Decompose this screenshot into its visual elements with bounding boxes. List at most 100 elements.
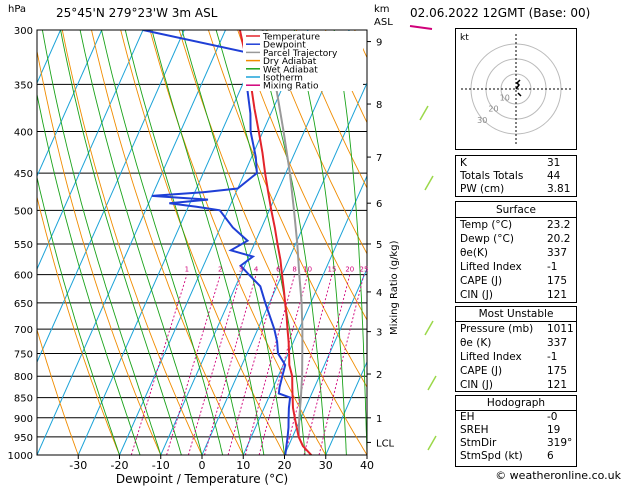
isotherm-line (284, 267, 367, 455)
indices-panel: K 31 Totals Totals 44 PW (cm) 3.81 (455, 155, 577, 197)
wet-adiabat-line (79, 30, 203, 455)
wet-adiabat-line (293, 30, 347, 455)
legend-entry: Isotherm (263, 74, 303, 84)
mixing-ratio-line (303, 274, 351, 455)
surface-row: CIN (J) 121 (460, 289, 568, 301)
surface-row: Dewp (°C) 20.2 (460, 233, 571, 245)
copyright-footer: © weatheronline.co.uk (495, 469, 621, 482)
hodograph-ring-label: 20 (488, 105, 498, 114)
km-axis-label: km (374, 4, 390, 15)
dry-adiabat-line (266, 30, 367, 255)
dewpoint-line (142, 30, 292, 455)
km-tick-label: 9 (376, 38, 382, 49)
isotherm-line (77, 30, 268, 455)
mixing-ratio-label: 4 (254, 266, 259, 274)
mixing-ratio-label: 15 (328, 266, 337, 274)
surface-title: Surface (495, 204, 536, 216)
mixing-ratio-line (258, 274, 309, 455)
wet-adiabat-line (101, 30, 224, 455)
mixing-ratio-label: 2 (218, 266, 222, 274)
pressure-tick-label: 1000 (8, 451, 33, 462)
surface-row: Temp (°C) 23.2 (460, 219, 571, 231)
wind-barb (424, 320, 434, 336)
index-row-pw: PW (cm) 3.81 (460, 183, 571, 195)
parcel-trajectory-line (261, 30, 304, 437)
asl-axis-label: ASL (374, 17, 393, 28)
pressure-tick-label: 350 (14, 80, 33, 91)
x-axis-label: Dewpoint / Temperature (°C) (116, 472, 288, 486)
mu-row: θe (K) 337 (460, 337, 568, 349)
hodograph-panel: kt 10 20 30 (455, 28, 577, 150)
dry-adiabat-line (618, 30, 629, 455)
mu-row: Pressure (mb) 1011 (460, 323, 574, 335)
x-tick-label: 10 (236, 459, 250, 472)
wind-barb (409, 25, 433, 30)
mixing-ratio-axis-label: Mixing Ratio (g/kg) (389, 240, 400, 335)
pressure-tick-label: 700 (14, 325, 33, 336)
x-tick-label: 30 (319, 459, 333, 472)
km-tick-label: 4 (376, 288, 382, 299)
mixing-ratio-label: 6 (276, 266, 281, 274)
plot-frame (36, 29, 368, 456)
hodo-row: EH -0 (460, 411, 558, 423)
legend-entry: Wet Adiabat (263, 65, 318, 75)
mixing-ratio-label: 8 (292, 266, 296, 274)
pressure-tick-label: 900 (14, 414, 33, 425)
hodograph-unit-label: kt (460, 33, 469, 43)
dry-adiabat-line (589, 30, 629, 455)
date-title: 02.06.2022 12GMT (Base: 00) (410, 6, 591, 20)
pressure-tick-label: 850 (14, 394, 33, 405)
isotherm-line (37, 30, 103, 178)
mixing-ratio-line (166, 274, 221, 455)
isotherm-line (325, 360, 367, 455)
hodograph-trace (515, 79, 521, 90)
x-tick-label: 0 (199, 459, 206, 472)
km-tick-label: 6 (376, 199, 382, 210)
mu-row: CAPE (J) 175 (460, 365, 568, 377)
dry-adiabat-line (61, 30, 203, 455)
wet-adiabat-line (60, 30, 182, 455)
km-tick-label: 1 (376, 414, 382, 425)
hodograph-params-title: Hodograph (486, 397, 546, 409)
mixing-ratio-line (187, 274, 242, 455)
location-title: 25°45'N 279°23'W 3m ASL (56, 6, 218, 20)
wind-barb (424, 175, 434, 191)
x-tick-label: -30 (69, 459, 87, 472)
isotherm-line (37, 30, 226, 455)
wet-adiabat-line (333, 30, 367, 455)
mixing-ratio-label: 1 (185, 266, 189, 274)
wind-barb (419, 105, 429, 121)
isotherm-line (37, 30, 185, 364)
wet-adiabat-line (41, 30, 162, 455)
pressure-tick-label: 950 (14, 433, 33, 444)
pressure-tick-label: 400 (14, 128, 33, 139)
wind-barb (427, 435, 437, 451)
legend-entry: Dewpoint (263, 41, 306, 51)
mixing-ratio-label: 3 (239, 266, 243, 274)
x-tick-label: -20 (111, 459, 129, 472)
index-row-totals: Totals Totals 44 (460, 170, 561, 182)
pressure-tick-label: 450 (14, 169, 33, 180)
dry-adiabat-line (237, 30, 367, 321)
mu-row: CIN (J) 121 (460, 379, 568, 391)
isotherm-line (119, 30, 309, 455)
wet-adiabat-line (37, 92, 141, 455)
hodograph-params-panel: Hodograph EH -0 SREH 19 StmDir 319° StmSpd … (455, 395, 577, 467)
most-unstable-title: Most Unstable (478, 308, 554, 320)
dry-adiabat-line (91, 30, 244, 455)
mixing-ratio-label: 25 (359, 266, 368, 274)
surface-row: CAPE (J) 175 (460, 275, 568, 287)
dry-adiabat-line (37, 48, 162, 455)
isotherm-line (160, 30, 350, 455)
pressure-tick-label: 750 (14, 349, 33, 360)
mixing-ratio-line (244, 274, 296, 455)
surface-panel: Surface Temp (°C) 23.2 Dewp (°C) 20.2 θe(K… (455, 201, 577, 303)
legend-entry: Dry Adiabat (263, 57, 317, 67)
km-tick-label: 3 (376, 328, 382, 339)
km-tick-label: 8 (376, 100, 382, 111)
pressure-axis-label: hPa (8, 4, 26, 15)
isotherm-line (242, 174, 367, 455)
pressure-tick-label: 600 (14, 271, 33, 282)
